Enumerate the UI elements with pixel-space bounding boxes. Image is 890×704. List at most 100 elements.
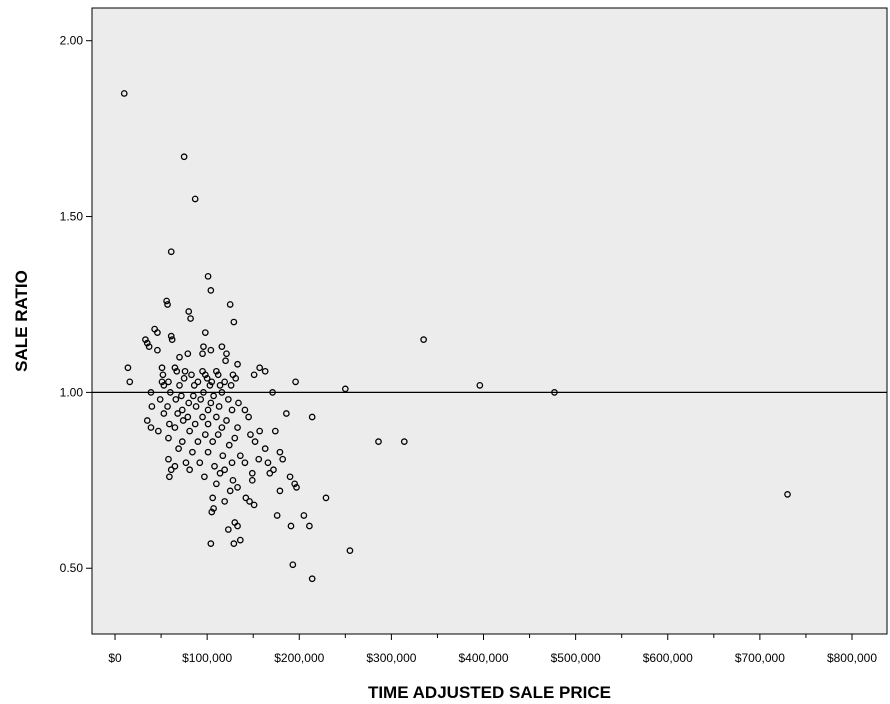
- data-point: [219, 452, 227, 460]
- data-point: [222, 357, 229, 365]
- data-point: [201, 431, 209, 438]
- data-point: [375, 438, 382, 445]
- data-point: [184, 350, 192, 358]
- data-point: [172, 396, 180, 403]
- data-point: [308, 413, 316, 421]
- x-tick-label: $500,000: [551, 651, 601, 665]
- data-point: [209, 494, 217, 502]
- data-point: [210, 505, 217, 512]
- data-point: [197, 396, 205, 403]
- data-point: [250, 501, 258, 509]
- data-point: [234, 360, 241, 368]
- data-point: [186, 427, 193, 435]
- data-point: [199, 350, 206, 358]
- data-point: [189, 392, 197, 400]
- data-point: [199, 413, 206, 421]
- data-point: [214, 431, 222, 438]
- data-point: [221, 466, 229, 474]
- data-point: [176, 382, 183, 389]
- data-point: [213, 413, 220, 421]
- data-point: [208, 508, 216, 516]
- data-point: [142, 336, 149, 343]
- data-point: [200, 389, 207, 396]
- data-point: [230, 318, 238, 326]
- data-point: [168, 336, 176, 343]
- data-point: [186, 466, 193, 474]
- data-point: [176, 353, 183, 361]
- data-point: [246, 498, 253, 505]
- data-point: [207, 540, 215, 547]
- x-tick-label: $0: [108, 651, 122, 665]
- data-point: [185, 399, 193, 407]
- data-point: [201, 371, 209, 379]
- data-point: [175, 445, 182, 453]
- data-point: [231, 434, 239, 442]
- data-point: [189, 448, 196, 456]
- data-point: [208, 378, 216, 386]
- data-point: [216, 382, 224, 389]
- data-point: [191, 195, 199, 203]
- data-point: [159, 371, 167, 379]
- data-point: [200, 343, 207, 351]
- data-point: [236, 452, 244, 460]
- y-tick-label: 1.50: [60, 210, 84, 224]
- data-points: [120, 90, 791, 583]
- data-point: [276, 487, 284, 495]
- y-tick-label: 2.00: [60, 34, 84, 48]
- data-point: [148, 403, 156, 410]
- data-point: [476, 382, 484, 389]
- data-point: [293, 483, 300, 491]
- data-point: [261, 445, 269, 453]
- data-point: [154, 329, 161, 336]
- data-point: [218, 389, 226, 396]
- data-point: [187, 315, 194, 322]
- data-point: [234, 483, 241, 491]
- data-point: [178, 392, 185, 400]
- x-tick-label: $200,000: [274, 651, 324, 665]
- data-point: [283, 410, 290, 417]
- data-point: [255, 455, 263, 463]
- data-point: [178, 438, 186, 445]
- data-point: [270, 466, 277, 474]
- data-point: [266, 469, 274, 477]
- data-point: [158, 378, 166, 386]
- data-point: [292, 378, 299, 386]
- y-tick-label: 1.00: [60, 385, 84, 399]
- data-point: [171, 424, 179, 431]
- data-point: [204, 420, 212, 428]
- data-point: [261, 367, 269, 375]
- data-point: [171, 364, 179, 372]
- data-point: [154, 427, 162, 435]
- data-point: [241, 406, 249, 414]
- data-point: [341, 385, 349, 393]
- data-point: [211, 462, 218, 470]
- data-point: [248, 469, 256, 477]
- data-point: [276, 448, 284, 456]
- data-point: [227, 382, 235, 389]
- data-point: [420, 336, 427, 343]
- data-point: [322, 494, 330, 502]
- data-point: [190, 382, 198, 389]
- data-point: [228, 406, 236, 414]
- data-point: [248, 476, 256, 484]
- data-point: [306, 522, 313, 530]
- data-point: [124, 364, 132, 372]
- data-point: [251, 438, 259, 445]
- data-point: [201, 473, 208, 481]
- data-point: [207, 346, 215, 354]
- data-point: [228, 459, 236, 467]
- data-point: [216, 469, 224, 477]
- data-point: [147, 424, 155, 431]
- data-point: [173, 367, 181, 375]
- data-point: [166, 420, 173, 428]
- data-point: [234, 522, 241, 530]
- data-point: [256, 427, 264, 435]
- data-point: [213, 480, 220, 488]
- data-point: [206, 382, 214, 389]
- data-point: [226, 301, 234, 308]
- y-tick-label: 0.50: [60, 561, 84, 575]
- data-point: [221, 378, 229, 386]
- data-point: [181, 367, 189, 375]
- data-point: [126, 378, 134, 386]
